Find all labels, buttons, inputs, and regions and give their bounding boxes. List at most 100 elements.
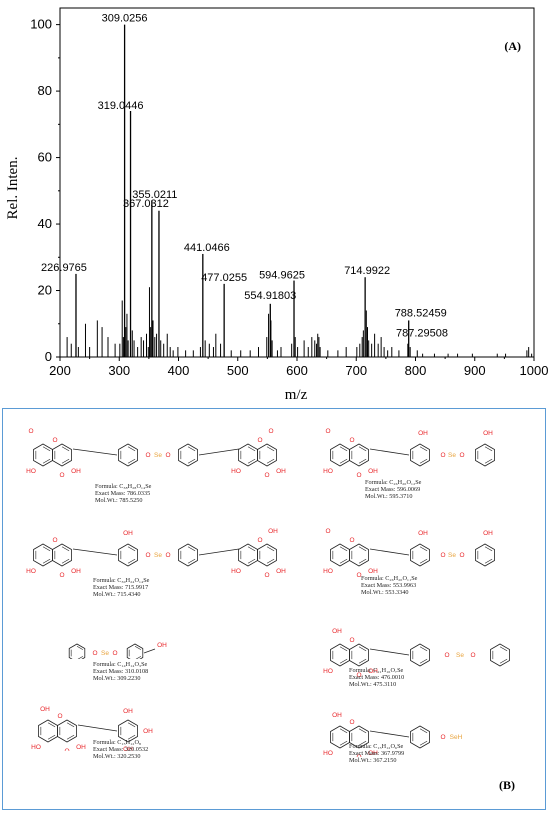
carbonyl-oxygen-label: O: [356, 572, 361, 579]
x-tick-label: 400: [168, 363, 190, 378]
hydroxyl-label: OH: [368, 468, 378, 475]
ring-oxygen-label: O: [52, 437, 57, 444]
y-tick-label: 20: [38, 283, 52, 298]
double-bond: [42, 446, 51, 452]
double-bond: [266, 446, 275, 452]
structure-formula: Formula: C₁₅H₁₂O₆Se: [349, 743, 404, 750]
hydroxyl-label: HO: [231, 568, 241, 575]
double-bond: [47, 722, 56, 728]
benzene-ring: [52, 443, 72, 467]
benzene-ring: [118, 543, 138, 567]
double-bond: [266, 558, 275, 564]
structure-mol-wt: Mol.Wt.: 367.2150: [349, 757, 397, 765]
benzene-ring: [410, 543, 430, 567]
benzene-ring: [410, 443, 430, 467]
structure-bonds: O Se OOH: [68, 642, 167, 659]
benzene-ring: [330, 725, 350, 749]
benzene-ring: [33, 543, 53, 567]
structure-exact-mass: Exact Mass: 310.0108: [93, 668, 149, 676]
bond: [198, 448, 240, 456]
hydroxyl-label: OH: [483, 530, 493, 537]
double-bond: [339, 546, 348, 552]
structure-properties: Formula: C₃₈H₂₈O₁₄Se Exact Mass: 786.0335…: [95, 483, 151, 505]
structure-mol-wt: Mol.Wt.: 553.3340: [361, 589, 409, 597]
structure-s4: HO O OH O O Se O OH OH O Formula: C₂₆H₂₀O₁₁Se Exact…: [315, 517, 535, 605]
double-bond: [358, 728, 367, 734]
structure-formula: Formula: C₁₄H₁₄O₃Se: [93, 661, 148, 668]
selenium-label: Se: [448, 552, 456, 559]
benzene-ring: [410, 643, 430, 667]
hydroxyl-label: HO: [31, 744, 41, 751]
structure-drawing: O Se OOH: [68, 642, 167, 659]
structure-properties: Formula: C₁₄H₁₄O₃Se Exact Mass: 310.0108 M…: [93, 661, 148, 683]
benzene-ring: [178, 443, 198, 467]
bond: [143, 648, 156, 654]
selenol-label: SeH: [450, 734, 463, 741]
ether-oxygen-label: O: [28, 428, 33, 435]
ring-oxygen-label: O: [349, 637, 354, 644]
carbonyl-oxygen-label: O: [59, 572, 64, 579]
oxygen-label: O: [440, 452, 445, 459]
benzene-ring: [349, 543, 369, 567]
structure-formula: Formula: C₂₆H₂₀O₁₁Se: [361, 575, 418, 582]
structure-s5: O Se O OH Formula: C₁₄H₁₄O₃Se Exact Mass: 310…: [63, 641, 213, 683]
y-axis-title: Rel. Inten.: [5, 157, 21, 220]
double-bond: [339, 558, 348, 564]
hydroxyl-label: HO: [323, 568, 333, 575]
bond: [77, 724, 118, 732]
hydroxyl-label: OH: [123, 708, 133, 715]
double-bond: [187, 546, 196, 552]
hydroxyl-label: OH: [123, 530, 133, 537]
benzene-ring: [410, 725, 430, 749]
benzene-ring: [33, 443, 53, 467]
double-bond: [127, 458, 136, 464]
double-bond: [358, 740, 367, 746]
structure-formula: Formula: C₁₅H₁₂O₈: [93, 739, 142, 746]
x-tick-label: 900: [464, 363, 486, 378]
double-bond: [127, 546, 136, 552]
bond: [369, 548, 410, 556]
benzene-ring: [257, 443, 277, 467]
ring-oxygen-label: O: [257, 437, 262, 444]
oxygen-label: O: [440, 734, 445, 741]
double-bond: [419, 458, 428, 464]
benzene-ring: [57, 719, 77, 743]
carbonyl-oxygen-label: O: [264, 472, 269, 479]
structure-drawing: HO O OH O OH OH OH OH: [31, 706, 153, 751]
double-bond: [134, 645, 141, 650]
x-tick-label: 700: [345, 363, 367, 378]
hydroxyl-label: OH: [76, 744, 86, 751]
carbonyl-oxygen-label: O: [356, 472, 361, 479]
oxygen-label: O: [112, 650, 117, 657]
ring-oxygen-label: O: [257, 537, 262, 544]
peak-labels: 226.9765 309.0256 319.0446 355.0211367.0312…: [41, 13, 448, 340]
x-tick-label: 500: [227, 363, 249, 378]
double-bond: [77, 656, 83, 659]
hydroxyl-label: OH: [368, 750, 378, 757]
double-bond: [358, 646, 367, 652]
oxygen-label: O: [444, 652, 449, 659]
peak-label: 554.91803: [244, 290, 296, 302]
bond: [198, 548, 240, 556]
axis-ticks: 200 300 400 500 600 700 800 900 1000 0 20 40 60 80 100: [30, 17, 548, 378]
structures-panel: HO O OH O HO O OH O O Se O O O Formula: C₃₈H₂₈O₁₄Se Ex…: [2, 408, 546, 810]
benzene-ring: [52, 543, 72, 567]
ether-oxygen-label: O: [325, 528, 330, 535]
bond: [72, 448, 118, 456]
peak-label: 787.29508: [396, 328, 448, 340]
structure-formula: Formula: C₂₆H₂₀O₁₂Se: [365, 479, 422, 486]
hydroxyl-label: OH: [332, 712, 342, 719]
structure-s1: HO O OH O HO O OH O O Se O O O Formula: C₃₈H₂₈O₁₄Se Ex…: [13, 417, 303, 509]
double-bond: [127, 558, 136, 564]
structure-properties: Formula: C₃₀H₂₄O₁₄Se Exact Mass: 715.9917…: [93, 577, 149, 599]
double-bond: [66, 722, 75, 728]
y-tick-label: 40: [38, 216, 52, 231]
hydroxyl-label: HO: [323, 668, 333, 675]
structure-exact-mass: Exact Mass: 476.0010: [349, 674, 405, 682]
benzene-ring: [330, 643, 350, 667]
